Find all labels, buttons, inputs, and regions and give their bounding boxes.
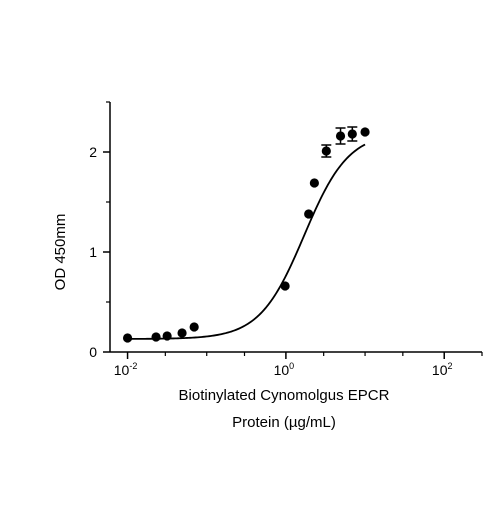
data-point (321, 146, 331, 156)
data-point (280, 281, 290, 291)
data-point (347, 129, 357, 139)
y-ticks: 0 1 2 (89, 101, 110, 360)
data-point (189, 322, 199, 332)
data-point (122, 333, 133, 343)
x-axis-label-line1: Biotinylated Cynomolgus EPCR (179, 387, 390, 404)
data-point (162, 331, 172, 341)
y-tick-label: 1 (89, 244, 97, 260)
data-point (151, 332, 161, 342)
x-axis: 10-2 100 102 (110, 351, 483, 378)
y-tick-label: 2 (89, 144, 97, 160)
data-point (309, 178, 319, 188)
fit-curve-layer (127, 143, 366, 340)
x-tick-label: 10-2 (114, 361, 138, 378)
data-point (177, 328, 187, 338)
y-axis: 0 1 2 (89, 101, 111, 360)
data-points-layer (122, 126, 370, 343)
x-tick-label: 100 (274, 361, 295, 378)
fit-curve (127, 143, 366, 340)
y-axis-label: OD 450mm (52, 214, 69, 291)
x-ticks: 10-2 100 102 (114, 352, 483, 378)
x-tick-label: 102 (432, 361, 453, 378)
data-point (360, 127, 370, 137)
data-point (304, 209, 314, 219)
x-axis-label-line2: Protein (µg/mL) (232, 414, 336, 431)
data-point (335, 131, 346, 141)
y-tick-label: 0 (89, 344, 97, 360)
